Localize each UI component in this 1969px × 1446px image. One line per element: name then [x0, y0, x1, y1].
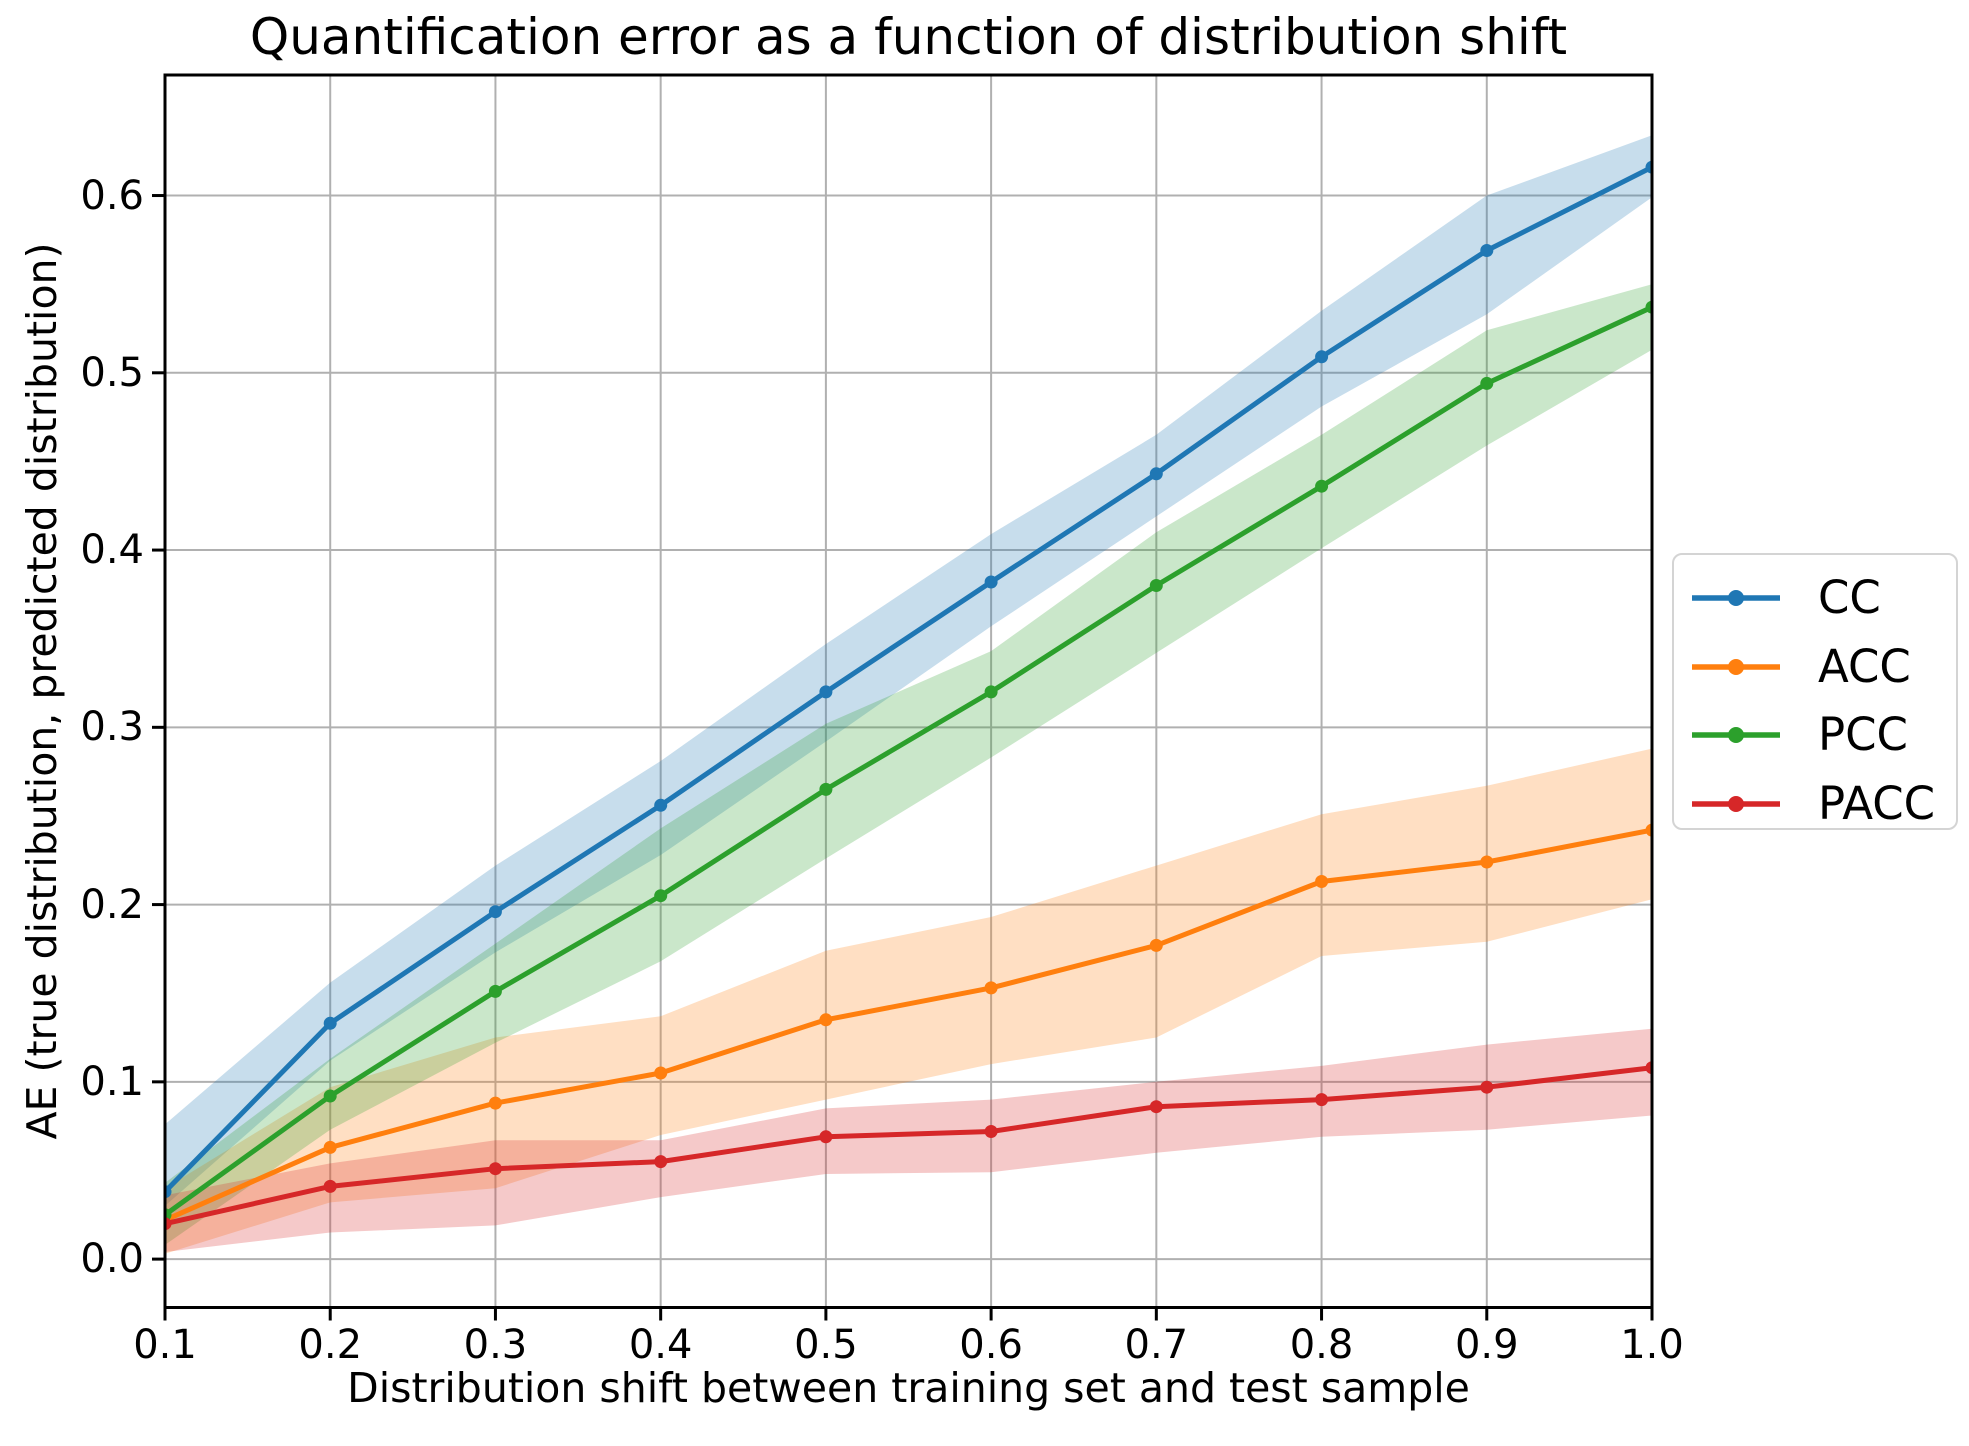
marker-cc — [1480, 244, 1494, 257]
marker-pcc — [1645, 300, 1652, 314]
legend-line-sample — [1692, 658, 1780, 675]
x-tick-label: 0.6 — [959, 1322, 1023, 1368]
marker-pacc — [654, 1155, 668, 1169]
confidence-band-pacc — [165, 1028, 1652, 1252]
confidence-band-pcc — [165, 284, 1652, 1245]
marker-pcc — [819, 782, 833, 796]
legend-item-pacc[interactable]: PACC — [1690, 770, 1956, 839]
legend-item-acc[interactable]: ACC — [1690, 633, 1956, 702]
marker-acc — [1480, 855, 1494, 869]
y-tick-label: 0.4 — [80, 527, 144, 574]
y-tick-label: 0.6 — [80, 172, 144, 219]
marker-cc — [323, 1016, 337, 1030]
confidence-band-acc — [165, 748, 1652, 1254]
marker-cc — [1149, 467, 1163, 481]
marker-acc — [323, 1140, 337, 1154]
y-tick-label: 0.3 — [80, 704, 144, 751]
marker-cc — [1315, 350, 1329, 364]
legend: CC ACC PCC PACC — [1672, 553, 1958, 830]
line-acc — [165, 827, 1652, 1223]
marker-pacc — [984, 1125, 998, 1138]
x-tick-label: 0.1 — [133, 1322, 197, 1368]
marker-acc — [819, 1013, 833, 1027]
marker-pcc — [1315, 479, 1329, 493]
x-tick-label: 0.3 — [463, 1322, 528, 1368]
marker-acc — [1645, 823, 1652, 837]
marker-pcc — [1149, 579, 1163, 592]
marker-cc — [165, 1185, 172, 1199]
legend-line-sample — [1692, 590, 1780, 607]
marker-acc — [488, 1096, 502, 1110]
y-tick-label: 0.5 — [80, 349, 144, 396]
marker-pcc — [488, 984, 502, 998]
line-cc — [165, 164, 1652, 1195]
marker-pcc — [984, 685, 998, 699]
line-pcc — [165, 304, 1652, 1218]
marker-pacc — [1645, 1061, 1652, 1075]
marker-pcc — [323, 1089, 337, 1103]
x-tick-label: 0.2 — [298, 1322, 363, 1368]
tick-marks — [152, 194, 1654, 1321]
x-tick-label: 0.5 — [794, 1322, 858, 1368]
x-axis-label: Distribution shift between training set … — [347, 1364, 1470, 1412]
marker-cc — [819, 685, 833, 699]
x-tick-label: 0.7 — [1124, 1322, 1189, 1368]
marker-acc — [1315, 875, 1329, 888]
marker-acc — [654, 1066, 668, 1080]
marker-cc — [984, 575, 998, 589]
y-tick-label: 0.0 — [80, 1236, 144, 1283]
marker-pacc — [488, 1162, 502, 1176]
marker-cc — [654, 798, 668, 812]
marker-pcc — [1480, 376, 1494, 390]
marker-pacc — [165, 1217, 172, 1231]
x-tick-label: 0.9 — [1454, 1322, 1519, 1368]
marker-pacc — [1149, 1100, 1163, 1114]
marker-pacc — [1480, 1080, 1494, 1094]
marker-pacc — [819, 1130, 833, 1144]
series-group — [165, 135, 1652, 1254]
marker-acc — [1149, 938, 1163, 952]
marker-pcc — [654, 889, 668, 903]
legend-item-pcc[interactable]: PCC — [1690, 701, 1956, 770]
marker-pacc — [1315, 1093, 1329, 1107]
axes-spines — [163, 73, 1654, 1309]
marker-cc — [1645, 160, 1652, 174]
legend-label: PCC — [1818, 708, 1908, 762]
chart-title: Quantification error as a function of di… — [249, 8, 1568, 66]
legend-label: CC — [1818, 571, 1881, 625]
x-tick-label: 0.4 — [628, 1322, 693, 1368]
y-tick-label: 0.1 — [80, 1058, 144, 1105]
legend-label: ACC — [1818, 639, 1911, 693]
legend-line-sample — [1692, 727, 1780, 744]
x-tick-label: 0.8 — [1289, 1322, 1354, 1368]
legend-line-sample — [1692, 795, 1780, 812]
x-tick-label: 1.0 — [1620, 1322, 1684, 1368]
legend-label: PACC — [1818, 776, 1936, 830]
marker-pacc — [323, 1179, 337, 1193]
legend-item-cc[interactable]: CC — [1690, 564, 1956, 633]
marker-cc — [488, 905, 502, 919]
y-tick-label: 0.2 — [80, 881, 144, 928]
confidence-band-cc — [165, 135, 1652, 1206]
line-pacc — [165, 1065, 1652, 1227]
marker-acc — [984, 981, 998, 995]
